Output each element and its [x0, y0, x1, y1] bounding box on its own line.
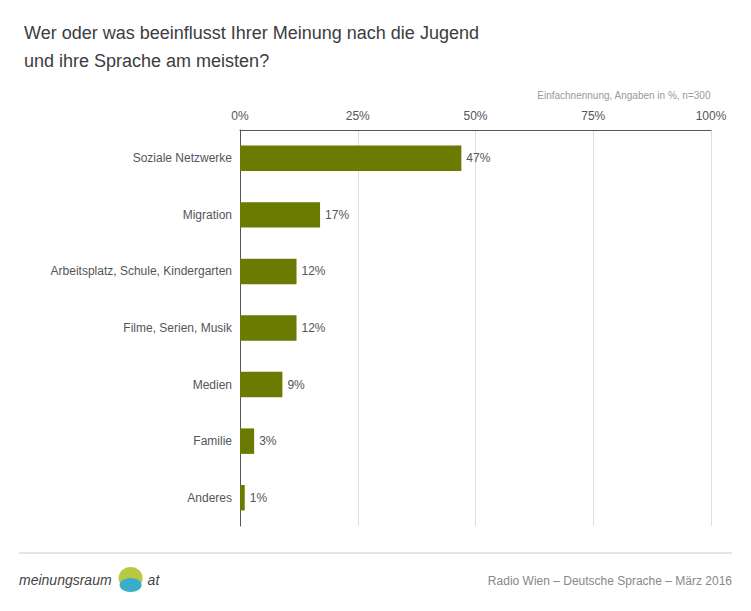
svg-text:Radio Wien – Deutsche Sprache: Radio Wien – Deutsche Sprache – März 201…	[488, 574, 732, 588]
svg-text:1%: 1%	[250, 491, 268, 505]
svg-text:0%: 0%	[231, 109, 249, 123]
svg-text:Anderes: Anderes	[187, 491, 232, 505]
svg-text:Wer oder was beeinflusst Ihrer: Wer oder was beeinflusst Ihrer Meinung n…	[24, 23, 479, 43]
svg-text:at: at	[148, 572, 161, 588]
svg-text:3%: 3%	[259, 434, 277, 448]
svg-text:50%: 50%	[463, 109, 487, 123]
svg-text:und ihre Sprache am meisten?: und ihre Sprache am meisten?	[24, 51, 269, 71]
svg-text:Filme, Serien, Musik: Filme, Serien, Musik	[123, 321, 233, 335]
svg-text:25%: 25%	[346, 109, 370, 123]
svg-text:Soziale Netzwerke: Soziale Netzwerke	[133, 151, 233, 165]
svg-text:100%: 100%	[696, 109, 727, 123]
svg-text:Einfachnennung, Angaben in %,: Einfachnennung, Angaben in %, n=300	[537, 90, 711, 101]
svg-text:Medien: Medien	[193, 378, 232, 392]
svg-text:75%: 75%	[581, 109, 605, 123]
svg-text:47%: 47%	[466, 151, 490, 165]
svg-text:Migration: Migration	[183, 208, 232, 222]
svg-text:12%: 12%	[302, 264, 326, 278]
svg-text:17%: 17%	[325, 208, 349, 222]
svg-text:Arbeitsplatz, Schule, Kinderga: Arbeitsplatz, Schule, Kindergarten	[51, 264, 232, 278]
svg-text:Familie: Familie	[193, 434, 232, 448]
svg-text:meinungsraum: meinungsraum	[19, 572, 112, 588]
svg-text:9%: 9%	[287, 378, 305, 392]
svg-text:12%: 12%	[302, 321, 326, 335]
